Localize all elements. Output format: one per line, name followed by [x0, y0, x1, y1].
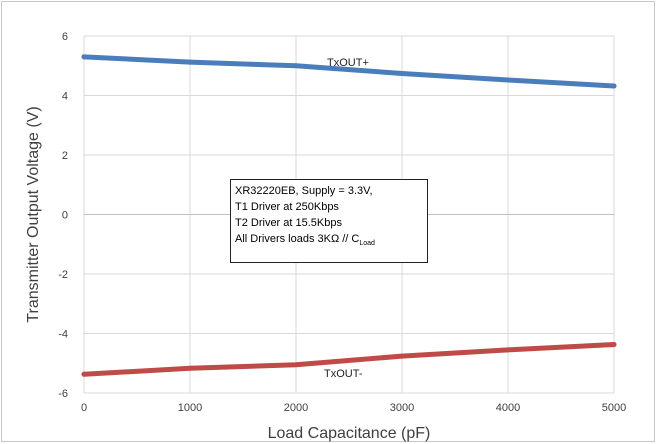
annotation-box: XR32220EB, Supply = 3.3V, T1 Driver at 2… [230, 179, 428, 263]
grid [83, 35, 615, 394]
data-point [81, 54, 87, 60]
x-tick-label: 0 [81, 402, 87, 414]
data-point [611, 83, 617, 89]
y-tick-label: 4 [62, 91, 68, 103]
series-line-txout-minus [81, 342, 617, 377]
y-tick-label: 6 [62, 31, 68, 43]
y-tick-label: 2 [62, 150, 68, 162]
x-tick-label: 5000 [602, 402, 626, 414]
y-tick-label: -6 [58, 388, 68, 400]
data-point [505, 347, 511, 353]
x-tick-label: 1000 [178, 402, 202, 414]
y-tick-label: 0 [62, 210, 68, 222]
y-tick-labels: -6 -4 -2 0 2 4 6 [58, 31, 68, 400]
x-tick-labels: 0 1000 2000 3000 4000 5000 [81, 402, 626, 414]
data-point [293, 362, 299, 368]
series-line-txout-plus [81, 54, 617, 89]
x-axis-title: Load Capacitance (pF) [268, 425, 431, 442]
x-tick-label: 3000 [390, 402, 414, 414]
annotation-line-3: T2 Driver at 15.5Kbps [235, 217, 342, 229]
data-point [399, 353, 405, 359]
series-label-txout-plus: TxOUT+ [327, 57, 369, 69]
annotation-line-4: All Drivers loads 3KΩ // CLoad [235, 231, 423, 252]
data-point [611, 342, 617, 348]
annotation-line-1: XR32220EB, Supply = 3.3V, [235, 185, 373, 197]
data-point [187, 59, 193, 65]
y-tick-label: -4 [58, 329, 68, 341]
annotation-line-2: T1 Driver at 250Kbps [235, 201, 339, 213]
y-tick-label: -2 [58, 269, 68, 281]
x-tick-label: 4000 [496, 402, 520, 414]
annotation-line-4-text: All Drivers loads 3KΩ // C [235, 233, 360, 245]
series-label-txout-minus: TxOUT- [324, 368, 363, 380]
y-axis-title: Transmitter Output Voltage (V) [25, 106, 42, 322]
data-point [399, 70, 405, 76]
annotation-subscript: Load [359, 240, 375, 248]
data-point [187, 365, 193, 371]
data-point [81, 371, 87, 377]
data-point [505, 77, 511, 83]
data-point [293, 63, 299, 69]
x-tick-label: 2000 [284, 402, 308, 414]
series-group [81, 54, 617, 377]
